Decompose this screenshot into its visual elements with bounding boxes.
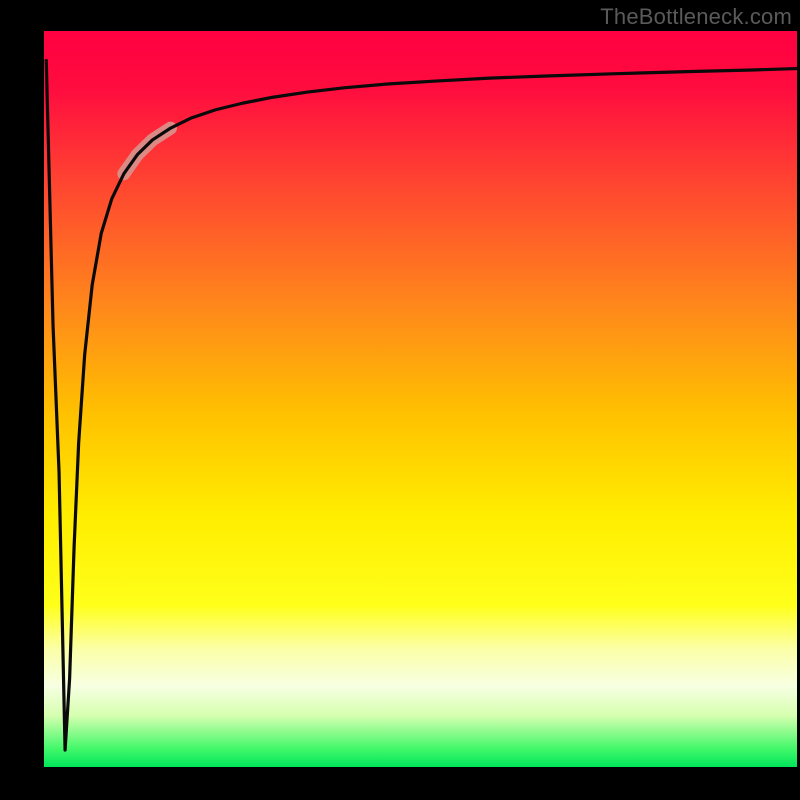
attribution-label: TheBottleneck.com	[600, 4, 792, 30]
bottleneck-chart	[0, 0, 800, 800]
chart-container: TheBottleneck.com	[0, 0, 800, 800]
